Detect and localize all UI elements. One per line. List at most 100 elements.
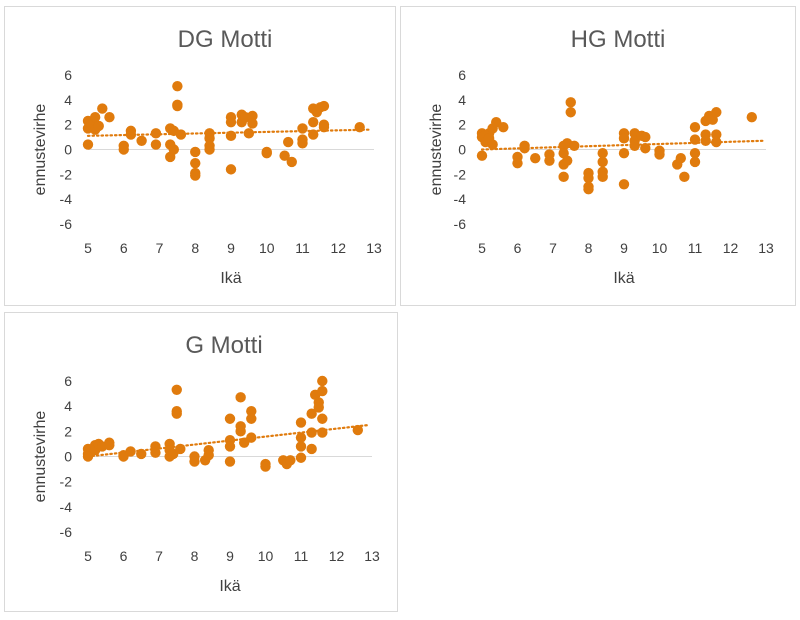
data-point — [297, 138, 308, 149]
y-tick-label: -4 — [454, 191, 467, 207]
data-point — [689, 156, 701, 168]
data-point — [125, 446, 136, 457]
y-tick-label: -2 — [454, 166, 467, 182]
data-point — [235, 426, 246, 437]
data-point — [171, 408, 182, 419]
data-point — [317, 427, 328, 438]
chart-panel-dg-motti: DG Motti -6 -4 -2 0 2 4 6 5 6 7 8 9 10 11 12 13 Ikä ennust… — [4, 6, 396, 306]
data-point — [689, 134, 701, 145]
data-point — [597, 148, 608, 159]
data-point — [189, 456, 200, 467]
data-point — [629, 140, 640, 151]
y-tick-label: -4 — [60, 191, 73, 207]
data-point — [295, 441, 307, 452]
data-point — [308, 116, 319, 128]
x-tick-label: 6 — [120, 548, 128, 564]
data-point — [558, 171, 569, 183]
data-point — [675, 152, 686, 164]
x-tick-label: 8 — [191, 548, 199, 564]
data-point — [583, 184, 594, 195]
y-tick-label: 4 — [64, 398, 72, 414]
y-tick-label: 4 — [64, 92, 72, 108]
data-point — [618, 179, 630, 190]
chart-panel-g-motti: G Motti -6 -4 -2 0 2 4 6 5 6 7 8 9 10 11 12 13 Ikä ennuste… — [4, 312, 398, 612]
x-tick-label: 9 — [226, 548, 234, 564]
data-point — [308, 129, 319, 140]
data-point — [640, 143, 651, 154]
data-point — [306, 443, 317, 455]
y-tick-label: 6 — [458, 67, 466, 83]
scatter-chart-g-motti: G Motti -6 -4 -2 0 2 4 6 5 6 7 8 9 10 11 12 13 Ikä ennuste… — [32, 332, 380, 595]
data-point — [306, 408, 317, 419]
data-point — [354, 121, 365, 133]
data-point — [512, 157, 523, 169]
data-point — [711, 129, 722, 140]
data-point — [313, 402, 324, 413]
x-tick-label: 11 — [295, 240, 310, 256]
data-point — [125, 129, 137, 140]
x-tick-label: 7 — [155, 548, 163, 564]
x-tick-label: 13 — [366, 240, 382, 256]
data-point — [498, 121, 509, 133]
data-point — [689, 121, 701, 133]
scatter-chart-dg-motti: DG Motti -6 -4 -2 0 2 4 6 5 6 7 8 9 10 11 12 13 Ikä ennust… — [32, 26, 382, 287]
data-point — [82, 139, 94, 150]
data-point — [565, 97, 576, 108]
data-point — [700, 135, 711, 147]
y-tick-label: 2 — [458, 117, 466, 133]
chart-title: HG Motti — [571, 26, 666, 53]
x-tick-label: 8 — [191, 240, 199, 256]
x-tick-label: 13 — [758, 240, 774, 256]
data-point — [295, 432, 307, 443]
data-point — [295, 452, 307, 463]
data-point — [285, 455, 296, 466]
data-point — [544, 155, 555, 166]
data-point — [569, 140, 580, 151]
data-point — [175, 443, 186, 455]
x-tick-label: 12 — [329, 548, 345, 564]
data-point — [530, 152, 541, 164]
data-point — [286, 156, 297, 168]
data-point — [172, 100, 183, 112]
data-point — [597, 171, 608, 183]
data-point — [562, 155, 573, 166]
x-tick-label: 12 — [723, 240, 739, 256]
data-point — [204, 133, 215, 144]
data-point — [711, 136, 722, 148]
x-tick-label: 5 — [84, 240, 92, 256]
x-tick-label: 8 — [585, 240, 593, 256]
data-point — [93, 120, 104, 132]
y-tick-label: 0 — [64, 142, 72, 158]
data-point — [224, 456, 236, 467]
data-point — [618, 133, 630, 144]
data-point — [318, 121, 330, 133]
data-point — [247, 118, 258, 129]
x-axis-label: Ikä — [219, 578, 240, 595]
y-tick-label: -6 — [60, 216, 73, 232]
y-tick-label: -6 — [454, 216, 467, 232]
data-point — [583, 172, 594, 184]
y-tick-label: 4 — [458, 92, 466, 108]
data-point — [297, 123, 308, 134]
y-tick-label: 2 — [64, 117, 72, 133]
data-point — [150, 139, 162, 150]
data-point — [246, 413, 257, 424]
y-tick-label: 2 — [64, 423, 72, 439]
x-tick-label: 11 — [294, 548, 309, 564]
data-point — [175, 129, 187, 140]
x-tick-label: 5 — [84, 548, 92, 564]
data-point — [654, 149, 665, 160]
data-point — [136, 135, 147, 147]
x-tick-label: 10 — [259, 240, 275, 256]
data-point — [279, 150, 290, 161]
data-point — [235, 392, 246, 403]
data-point — [168, 144, 179, 155]
data-point — [225, 164, 237, 175]
chart-title: DG Motti — [178, 26, 273, 53]
data-point — [225, 130, 237, 142]
y-axis-label: ennustevirhe — [32, 411, 49, 503]
data-point — [225, 116, 237, 128]
data-point — [118, 144, 129, 155]
data-point — [640, 131, 651, 143]
data-point — [317, 413, 328, 424]
